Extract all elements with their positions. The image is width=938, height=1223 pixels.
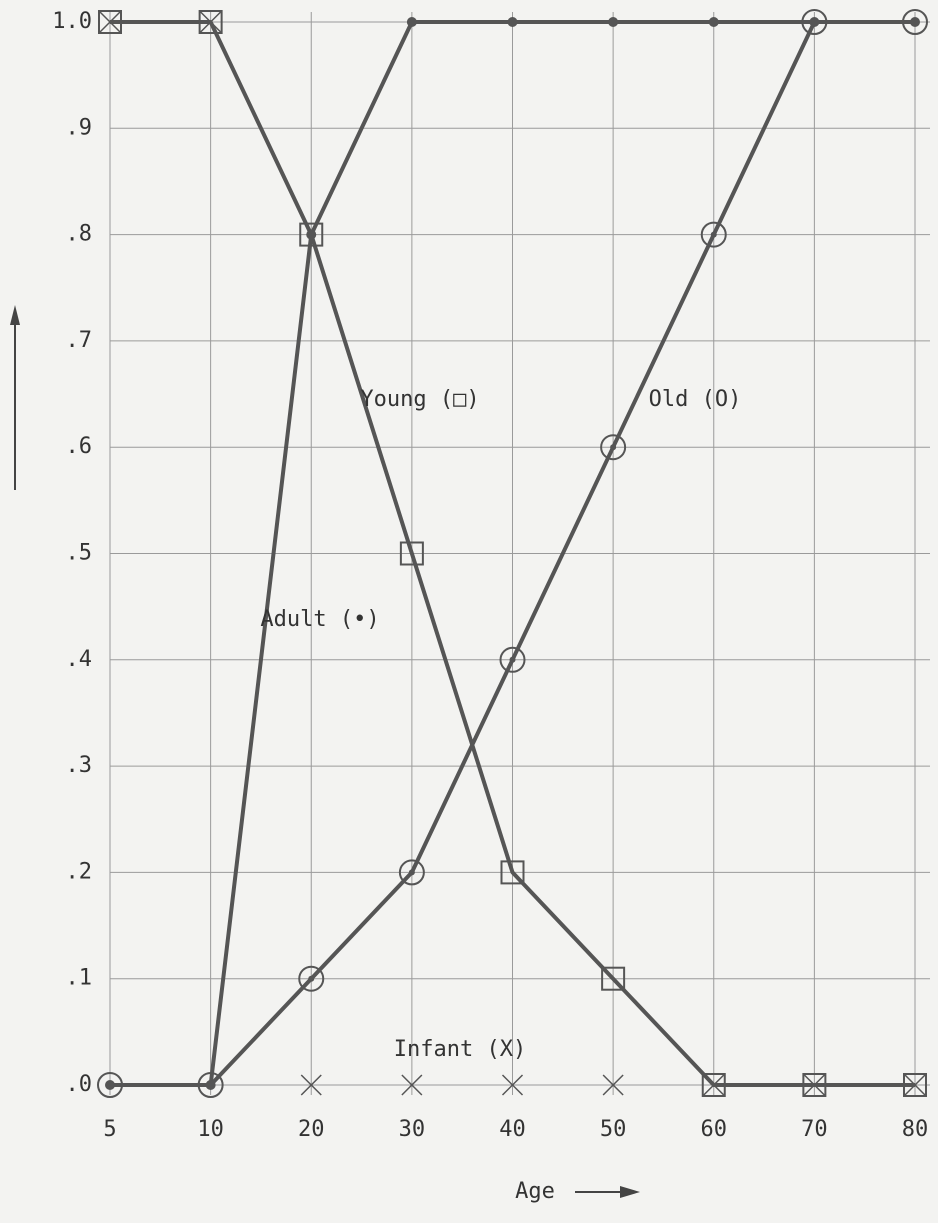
circle-dot <box>308 976 314 982</box>
marker <box>709 17 719 27</box>
x-tick-label: 50 <box>600 1117 627 1142</box>
x-tick-label: 80 <box>902 1117 929 1142</box>
marker <box>508 17 518 27</box>
x-axis-label: Age <box>515 1179 555 1204</box>
y-arrow-head <box>10 305 20 325</box>
dot-marker <box>105 1080 115 1090</box>
y-tick-label: .4 <box>66 647 93 672</box>
marker <box>105 1080 115 1090</box>
marker <box>206 1080 216 1090</box>
y-tick-label: .8 <box>66 222 93 247</box>
marker <box>910 17 920 27</box>
y-tick-label: .5 <box>66 541 93 566</box>
y-tick-label: .1 <box>66 966 93 991</box>
x-tick-label: 30 <box>399 1117 426 1142</box>
y-tick-label: .3 <box>66 753 93 778</box>
x-tick-label: 5 <box>103 1117 116 1142</box>
dot-marker <box>508 17 518 27</box>
series-label: Young (□) <box>360 387 479 412</box>
dot-marker <box>910 17 920 27</box>
y-tick-label: .0 <box>66 1072 93 1097</box>
x-tick-label: 60 <box>701 1117 728 1142</box>
x-tick-label: 70 <box>801 1117 828 1142</box>
x-tick-label: 10 <box>197 1117 224 1142</box>
chart: Age .0 .1 .2 .3 .4 .5 .6 .7 .8 .9 1.0 5 10 20 30 40 50 60… <box>0 0 938 1223</box>
y-tick-label: .9 <box>66 115 93 140</box>
series-label: Old (O) <box>649 387 742 412</box>
x-tick-label: 20 <box>298 1117 325 1142</box>
x-arrow-head <box>620 1186 640 1198</box>
dot-marker <box>206 1080 216 1090</box>
dot-marker <box>608 17 618 27</box>
y-tick-label: .6 <box>66 434 93 459</box>
series-label: Adult (•) <box>260 607 379 632</box>
circle-dot <box>610 444 616 450</box>
y-tick-label: .2 <box>66 859 93 884</box>
circle-dot <box>409 869 415 875</box>
marker <box>809 17 819 27</box>
dot-marker <box>407 17 417 27</box>
marker <box>407 17 417 27</box>
marker <box>306 230 316 240</box>
dot-marker <box>709 17 719 27</box>
dot-marker <box>809 17 819 27</box>
y-tick-label: 1.0 <box>52 9 92 34</box>
circle-dot <box>510 657 516 663</box>
series-label: Infant (X) <box>394 1037 526 1062</box>
y-tick-label: .7 <box>66 328 93 353</box>
x-tick-label: 40 <box>499 1117 526 1142</box>
dot-marker <box>306 230 316 240</box>
marker <box>608 17 618 27</box>
circle-dot <box>711 232 717 238</box>
